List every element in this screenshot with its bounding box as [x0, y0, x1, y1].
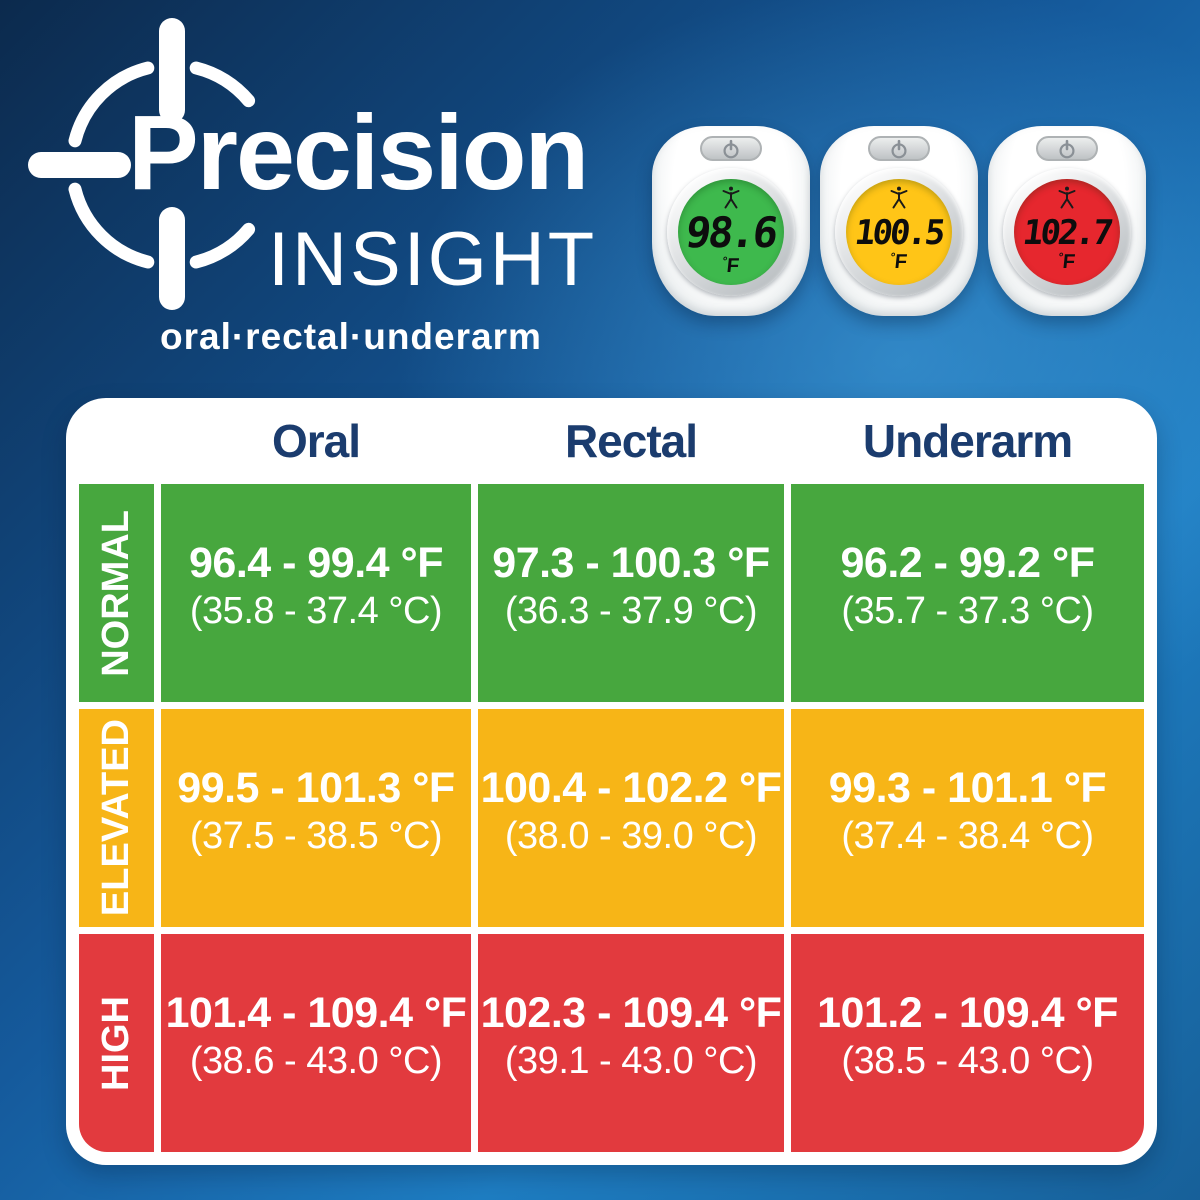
lcd-display: 100.5 °F: [835, 168, 963, 296]
column-header-oral: Oral: [271, 415, 361, 467]
temperature-unit: °F: [1058, 250, 1077, 273]
cell-high-rectal: 102.3 - 109.4 °F (39.1 - 43.0 °C): [478, 934, 784, 1152]
cell-normal-rectal: 97.3 - 100.3 °F (36.3 - 37.9 °C): [478, 484, 784, 702]
product-tagline: oral·rectal·underarm: [160, 316, 542, 357]
fahrenheit-range: 99.3 - 101.1 °F: [828, 763, 1107, 812]
celsius-range: (38.6 - 43.0 °C): [189, 1040, 443, 1083]
person-icon: [1058, 186, 1076, 209]
celsius-range: (35.7 - 37.3 °C): [841, 590, 1094, 633]
column-header-underarm: Underarm: [862, 415, 1073, 467]
fahrenheit-range: 96.2 - 99.2 °F: [840, 538, 1095, 587]
celsius-range: (39.1 - 43.0 °C): [504, 1040, 758, 1083]
person-icon: [722, 186, 740, 209]
lcd-display: 102.7 °F: [1003, 168, 1131, 296]
fahrenheit-range: 101.4 - 109.4 °F: [165, 988, 467, 1037]
lcd-face-elevated: 100.5 °F: [846, 179, 952, 285]
celsius-range: (37.5 - 38.5 °C): [189, 815, 443, 858]
temperature-unit: °F: [890, 250, 909, 273]
thermometer-row: 98.6 °F 100.5 °F: [652, 126, 1146, 316]
row-label-high: HIGH: [79, 934, 154, 1152]
lcd-display: 98.6 °F: [667, 168, 795, 296]
lcd-face-high: 102.7 °F: [1014, 179, 1120, 285]
thermometer-high: 102.7 °F: [988, 126, 1146, 316]
cell-elevated-rectal: 100.4 - 102.2 °F (38.0 - 39.0 °C): [478, 709, 784, 927]
power-button: [1036, 136, 1098, 161]
person-icon: [890, 186, 908, 209]
thermometer-normal: 98.6 °F: [652, 126, 810, 316]
power-icon: [723, 139, 739, 158]
table-body: NORMAL 96.4 - 99.4 °F (35.8 - 37.4 °C) 9…: [79, 484, 1144, 1152]
row-label-normal: NORMAL: [79, 484, 154, 702]
brand-subname: INSIGHT: [268, 217, 598, 302]
celsius-range: (38.5 - 43.0 °C): [841, 1040, 1094, 1083]
cell-high-underarm: 101.2 - 109.4 °F (38.5 - 43.0 °C): [791, 934, 1144, 1152]
power-icon: [1059, 139, 1075, 158]
cell-elevated-oral: 99.5 - 101.3 °F (37.5 - 38.5 °C): [161, 709, 471, 927]
fahrenheit-range: 101.2 - 109.4 °F: [817, 988, 1118, 1037]
temperature-reading: 102.7: [1020, 213, 1114, 253]
cell-elevated-underarm: 99.3 - 101.1 °F (37.4 - 38.4 °C): [791, 709, 1144, 927]
brand-name: Precision: [128, 94, 589, 212]
fahrenheit-range: 97.3 - 100.3 °F: [492, 538, 770, 587]
crosshair-target-icon: [28, 18, 256, 310]
fahrenheit-range: 99.5 - 101.3 °F: [177, 763, 455, 812]
fahrenheit-range: 96.4 - 99.4 °F: [188, 538, 444, 587]
cell-normal-underarm: 96.2 - 99.2 °F (35.7 - 37.3 °C): [791, 484, 1144, 702]
celsius-range: (35.8 - 37.4 °C): [189, 590, 443, 633]
temperature-reading: 98.6: [683, 208, 779, 257]
cell-normal-oral: 96.4 - 99.4 °F (35.8 - 37.4 °C): [161, 484, 471, 702]
cell-high-oral: 101.4 - 109.4 °F (38.6 - 43.0 °C): [161, 934, 471, 1152]
celsius-range: (38.0 - 39.0 °C): [504, 815, 758, 858]
thermometer-elevated: 100.5 °F: [820, 126, 978, 316]
temperature-unit: °F: [722, 254, 741, 277]
temperature-table: Oral Rectal Underarm NORMAL 96.4 - 99.4 …: [66, 398, 1157, 1165]
power-button: [700, 136, 762, 161]
fahrenheit-range: 100.4 - 102.2 °F: [480, 763, 782, 812]
power-icon: [891, 139, 907, 158]
fahrenheit-range: 102.3 - 109.4 °F: [480, 988, 782, 1037]
row-label-elevated: ELEVATED: [79, 709, 154, 927]
celsius-range: (37.4 - 38.4 °C): [841, 815, 1094, 858]
celsius-range: (36.3 - 37.9 °C): [504, 590, 758, 633]
temperature-reading: 100.5: [852, 213, 946, 253]
lcd-face-normal: 98.6 °F: [678, 179, 784, 285]
column-header-rectal: Rectal: [564, 415, 698, 467]
power-button: [868, 136, 930, 161]
table-header-row: Oral Rectal Underarm: [66, 398, 1157, 484]
